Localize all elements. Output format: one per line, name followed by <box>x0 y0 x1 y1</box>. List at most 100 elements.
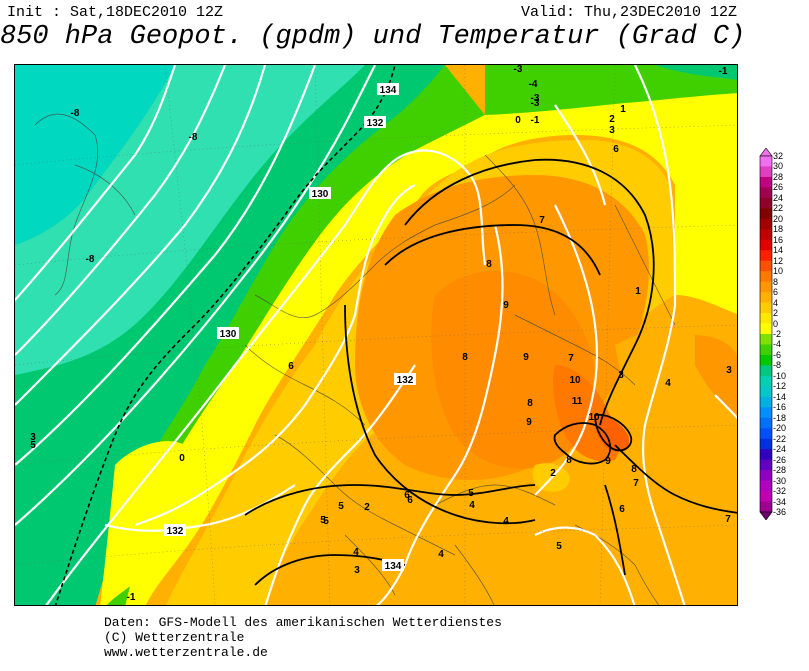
temperature-label: 6 <box>404 490 410 501</box>
legend-swatch <box>760 407 772 419</box>
legend-swatch <box>760 438 772 450</box>
legend-tick-label: 22 <box>773 203 784 214</box>
legend-swatch <box>760 334 772 345</box>
legend-tick-label: -20 <box>773 423 787 434</box>
temperature-label: 6 <box>407 495 413 506</box>
temperature-label: 3 <box>609 125 615 136</box>
chart-title: 850 hPa Geopot. (gpdm) und Temperatur (G… <box>0 22 746 52</box>
legend-swatch <box>760 323 772 335</box>
label-background <box>364 116 386 128</box>
footer-line-source: Daten: GFS-Modell des amerikanischen Wet… <box>104 615 502 630</box>
legend-swatch <box>760 365 772 377</box>
legend-tick-label: -16 <box>773 402 787 413</box>
temperature-label: 7 <box>539 215 545 226</box>
temperature-label: 3 <box>30 432 36 443</box>
legend-tick-label: -34 <box>773 496 787 507</box>
geopotential-label: 130 <box>312 189 329 200</box>
temperature-label: 0 <box>179 453 185 464</box>
temperature-label: 5 <box>338 501 344 512</box>
legend-tick-label: 0 <box>773 318 779 329</box>
legend-tick-label: -28 <box>773 465 787 476</box>
temperature-label: 4 <box>438 549 444 560</box>
temperature-label: 8 <box>527 398 533 409</box>
legend-tick-label: 24 <box>773 192 784 203</box>
legend-swatch <box>760 239 772 251</box>
legend-tick-label: -14 <box>773 391 787 402</box>
legend-tick-label: 26 <box>773 182 784 193</box>
geopotential-label: 132 <box>167 526 184 537</box>
label-background <box>217 327 239 339</box>
legend-tick-label: -22 <box>773 433 787 444</box>
forecast-map: 134 132 130 130 132 132 134 -1 -3 -4 -3 -3 0 -1 -8 -8-… <box>14 64 738 606</box>
legend-swatch <box>760 250 772 262</box>
legend-swatch <box>760 271 772 283</box>
temperature-label: 5 <box>30 440 36 451</box>
temperature-label: 2 <box>609 114 615 125</box>
legend-tick-label: 20 <box>773 213 784 224</box>
legend-tick-label: -32 <box>773 486 787 497</box>
geopotential-label: 132 <box>367 118 384 129</box>
legend-swatch <box>760 208 772 220</box>
temperature-label: 9 <box>523 352 529 363</box>
temperature-label: 6 <box>613 144 619 155</box>
legend-tick-label: 18 <box>773 224 784 235</box>
geopotential-label: 130 <box>220 329 237 340</box>
legend-swatch <box>760 354 772 366</box>
legend-arrow-bottom <box>759 511 773 520</box>
legend-tick-label: 32 <box>773 151 784 161</box>
temperature-label: 9 <box>605 456 611 467</box>
label-background <box>309 187 331 199</box>
temperature-label: -1 <box>719 66 728 77</box>
temperature-label: 11 <box>572 396 583 407</box>
legend-swatch <box>760 292 772 304</box>
temperature-label: 5 <box>468 488 474 499</box>
legend-swatch <box>760 313 772 325</box>
temperature-label: 7 <box>725 514 731 525</box>
legend-swatch <box>760 176 772 188</box>
temperature-label: -4 <box>529 79 538 90</box>
legend-tick-label: 12 <box>773 255 784 266</box>
temperature-label: 2 <box>550 468 556 479</box>
temperature-label: -3 <box>531 98 540 109</box>
legend-tick-label: 2 <box>773 308 779 319</box>
legend-tick-label: 28 <box>773 171 784 182</box>
temperature-label: -1 <box>127 592 136 603</box>
temperature-label: 5 <box>323 516 329 527</box>
legend-swatch <box>760 302 772 314</box>
geopotential-label: 134 <box>385 561 402 572</box>
temperature-label: -1 <box>531 115 540 126</box>
legend-tick-label: -8 <box>773 360 782 371</box>
legend-swatch <box>760 470 772 482</box>
temperature-label: -8 <box>86 254 95 265</box>
legend-swatch <box>760 428 772 440</box>
legend-tick-label: -24 <box>773 444 787 455</box>
legend-swatch <box>760 501 772 513</box>
geopotential-label: 132 <box>397 375 414 386</box>
temperature-label: 7 <box>633 478 639 489</box>
legend-tick-label: 14 <box>773 245 784 256</box>
legend-tick-label: 30 <box>773 161 784 172</box>
temperature-label: 4 <box>503 516 509 527</box>
temperature-label: 10 <box>588 412 600 423</box>
temperature-label: 2 <box>364 502 370 513</box>
legend-tick-label: -6 <box>773 349 782 360</box>
label-background <box>394 373 416 385</box>
legend-swatch <box>760 197 772 209</box>
temperature-label: 7 <box>568 353 574 364</box>
temperature-label: 1 <box>620 104 626 115</box>
legend-swatch <box>760 417 772 429</box>
legend-swatch <box>760 260 772 272</box>
legend-tick-label: 4 <box>773 297 779 308</box>
temperature-label: 10 <box>569 375 581 386</box>
legend-swatch <box>760 386 772 398</box>
legend-swatch <box>760 187 772 199</box>
legend-swatch <box>760 218 772 230</box>
legend-tick-label: -2 <box>773 329 782 339</box>
legend-swatch <box>760 491 772 503</box>
legend-swatch <box>760 229 772 241</box>
legend-tick-label: 16 <box>773 234 784 245</box>
temperature-label: -8 <box>189 132 198 143</box>
legend-tick-label: 8 <box>773 276 779 287</box>
legend-swatch <box>760 166 772 178</box>
